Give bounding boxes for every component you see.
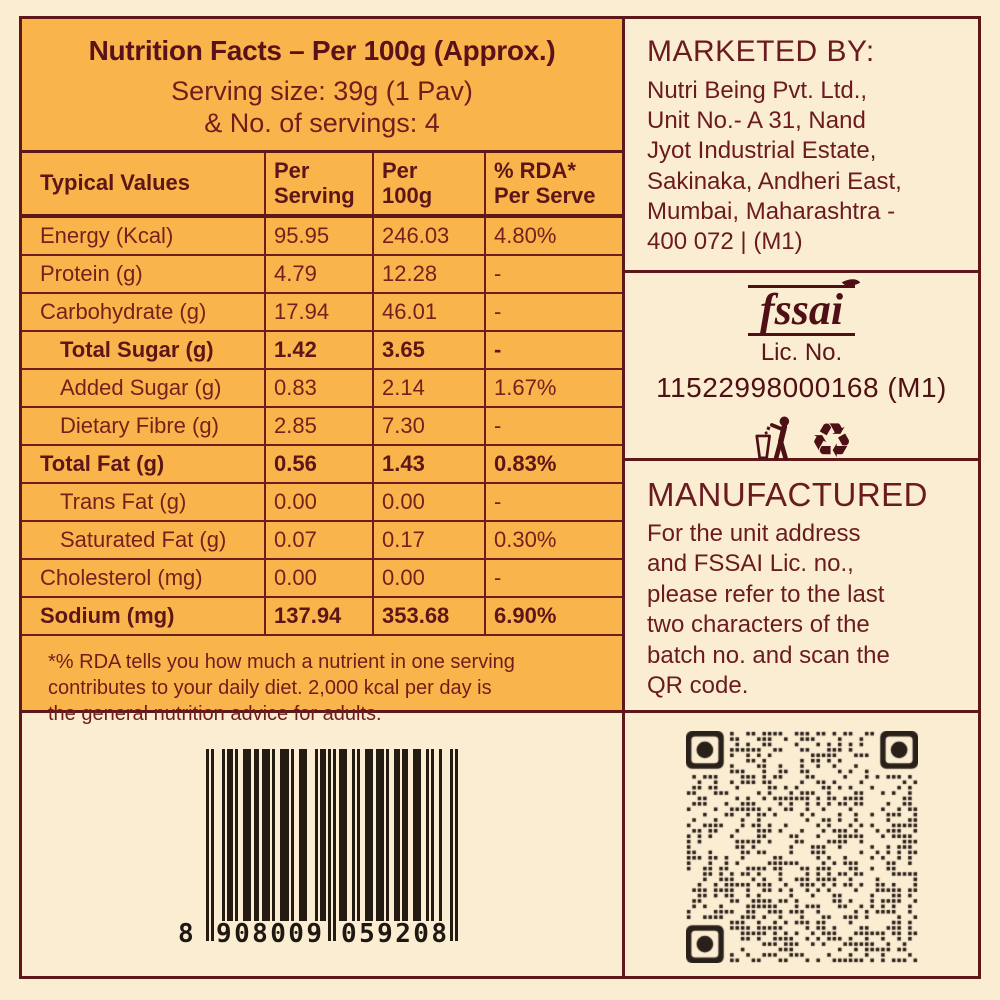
cell-rda: 4.80% <box>484 215 622 257</box>
cell-nutrient: Protein (g) <box>22 254 266 295</box>
cell-rda: - <box>484 482 622 523</box>
cell-per-serving: 0.83 <box>264 368 374 409</box>
cell-per-100g: 353.68 <box>372 596 486 637</box>
table-row: Trans Fat (g) 0.00 0.00- <box>22 482 622 523</box>
cell-nutrient: Total Sugar (g) <box>22 330 266 371</box>
cell-per-100g: 2.14 <box>372 368 486 409</box>
cell-rda: - <box>484 254 622 295</box>
serving-info: Serving size: 39g (1 Pav) & No. of servi… <box>22 76 622 139</box>
manufactured-title: MANUFACTURED <box>647 476 929 513</box>
cell-nutrient: Cholesterol (mg) <box>22 558 266 599</box>
cell-rda: 1.67% <box>484 368 622 409</box>
cell-per-100g: 46.01 <box>372 292 486 333</box>
table-header-row: Typical Values Per Serving Per 100g % RDA*… <box>22 150 622 219</box>
fssai-logo-text: fssai <box>759 285 844 334</box>
label-frame: Nutrition Facts – Per 100g (Approx.) Ser… <box>19 16 981 979</box>
manufactured-text: For the unit address and FSSAI Lic. no., p… <box>647 520 890 700</box>
table-row: Protein (g) 4.79 12.28- <box>22 254 622 295</box>
header-per-100g: Per 100g <box>372 150 486 219</box>
nutrition-title: Nutrition Facts – Per 100g (Approx.) <box>88 35 556 66</box>
cell-per-100g: 0.00 <box>372 482 486 523</box>
license-label: Lic. No. <box>760 339 843 366</box>
cell-per-serving: 0.00 <box>264 482 374 523</box>
cell-nutrient: Total Fat (g) <box>22 444 266 485</box>
table-row: Total Fat (g) 0.56 1.43 0.83% <box>22 444 622 485</box>
right-column: MARKETED BY: Nutri Being Pvt. Ltd., Unit … <box>625 19 978 976</box>
manufactured-section: MANUFACTURED For the unit address and FSS… <box>625 461 978 713</box>
tidy-man-icon <box>755 416 790 461</box>
cell-per-serving: 17.94 <box>264 292 374 333</box>
cell-per-serving: 1.42 <box>264 330 374 371</box>
cell-per-100g: 3.65 <box>372 330 486 371</box>
qr-code <box>685 731 918 963</box>
barcode-bars <box>206 749 459 943</box>
cell-nutrient: Carbohydrate (g) <box>22 292 266 333</box>
header-rda: % RDA* Per Serve <box>484 150 622 219</box>
disposal-icons: ♻ <box>625 411 978 469</box>
table-row: Total Sugar (g) 1.42 3.65- <box>22 330 622 371</box>
table-row: Dietary Fibre (g) 2.85 7.30- <box>22 406 622 447</box>
cell-per-100g: 0.00 <box>372 558 486 599</box>
cell-per-serving: 0.07 <box>264 520 374 561</box>
cell-rda: - <box>484 406 622 447</box>
cell-nutrient: Added Sugar (g) <box>22 368 266 409</box>
cell-per-100g: 1.43 <box>372 444 486 485</box>
barcode-digit-first: 8 <box>178 919 194 949</box>
cell-rda: - <box>484 330 622 371</box>
cell-per-100g: 12.28 <box>372 254 486 295</box>
header-per-serving: Per Serving <box>264 150 374 219</box>
cell-rda: 6.90% <box>484 596 622 637</box>
cell-per-100g: 7.30 <box>372 406 486 447</box>
cell-nutrient: Dietary Fibre (g) <box>22 406 266 447</box>
cell-nutrient: Trans Fat (g) <box>22 482 266 523</box>
table-row: Carbohydrate (g) 17.94 46.01- <box>22 292 622 333</box>
marketed-by-section: MARKETED BY: Nutri Being Pvt. Ltd., Unit … <box>625 19 978 273</box>
cell-per-100g: 246.03 <box>372 215 486 257</box>
license-number: 11522998000168 (M1) <box>656 372 947 403</box>
left-column: Nutrition Facts – Per 100g (Approx.) Ser… <box>22 19 625 976</box>
cell-per-serving: 2.85 <box>264 406 374 447</box>
marketed-by-title: MARKETED BY: <box>647 35 875 68</box>
serving-size: Serving size: 39g (1 Pav) <box>171 76 473 106</box>
cell-nutrient: Saturated Fat (g) <box>22 520 266 561</box>
marketed-by-address: Nutri Being Pvt. Ltd., Unit No.- A 31, Na… <box>647 77 902 256</box>
fssai-leaf-icon <box>841 274 861 291</box>
fssai-logo: fssai <box>747 274 861 336</box>
table-row: Energy (Kcal) 95.95 246.03 4.80% <box>22 215 622 257</box>
recycle-icon: ♻ <box>809 412 854 469</box>
cell-per-serving: 95.95 <box>264 215 374 257</box>
table-row: Cholesterol (mg) 0.00 0.00- <box>22 558 622 599</box>
cell-nutrient: Energy (Kcal) <box>22 215 266 257</box>
rda-footnote: *% RDA tells you how much a nutrient in … <box>48 651 515 726</box>
nutrition-panel: Nutrition Facts – Per 100g (Approx.) Ser… <box>22 19 622 725</box>
table-row: Added Sugar (g) 0.83 2.14 1.67% <box>22 368 622 409</box>
table-row: Saturated Fat (g) 0.07 0.17 0.30% <box>22 520 622 561</box>
nutrition-table: Typical Values Per Serving Per 100g % RDA*… <box>22 150 622 637</box>
cell-rda: - <box>484 292 622 333</box>
cell-per-serving: 0.00 <box>264 558 374 599</box>
cell-rda: - <box>484 558 622 599</box>
servings-count: & No. of servings: 4 <box>204 107 440 138</box>
cell-nutrient: Sodium (mg) <box>22 596 266 637</box>
cell-rda: 0.30% <box>484 520 622 561</box>
cell-per-serving: 0.56 <box>264 444 374 485</box>
table-row: Sodium (mg) 137.94 353.68 6.90% <box>22 596 622 637</box>
qr-section <box>625 713 978 976</box>
cell-per-100g: 0.17 <box>372 520 486 561</box>
cell-per-serving: 137.94 <box>264 596 374 637</box>
cell-per-serving: 4.79 <box>264 254 374 295</box>
fssai-section: fssai Lic. No. 11522998000168 (M1) <box>625 273 978 469</box>
cell-rda: 0.83% <box>484 444 622 485</box>
header-typical-values: Typical Values <box>22 150 266 219</box>
